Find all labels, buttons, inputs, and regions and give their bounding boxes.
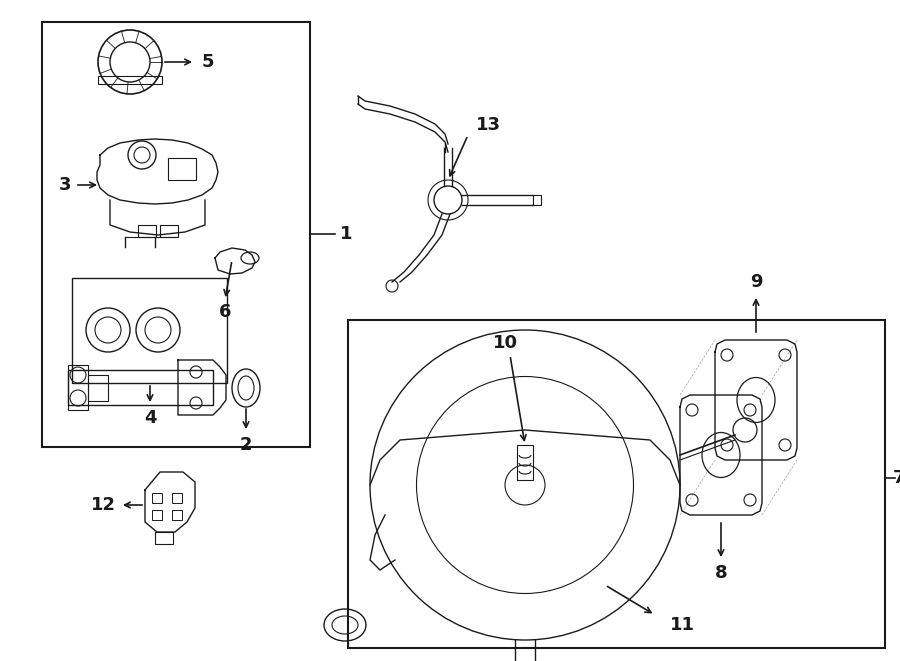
Text: 11: 11 — [670, 616, 695, 634]
Text: 8: 8 — [715, 564, 727, 582]
Bar — [72, 278, 227, 383]
Bar — [138, 225, 156, 237]
Bar — [172, 510, 182, 520]
Bar — [98, 76, 162, 84]
Text: 10: 10 — [492, 334, 517, 352]
Bar — [152, 493, 162, 503]
Text: 3: 3 — [58, 176, 71, 194]
Text: 2: 2 — [239, 436, 252, 454]
Bar — [172, 493, 182, 503]
Bar — [68, 370, 213, 405]
Text: 4: 4 — [144, 409, 157, 427]
Text: 6: 6 — [219, 303, 231, 321]
Bar — [68, 365, 88, 410]
Text: 9: 9 — [750, 273, 762, 291]
Bar — [155, 532, 173, 544]
Text: 13: 13 — [476, 116, 501, 134]
Bar — [168, 158, 196, 180]
Bar — [42, 22, 310, 447]
Bar — [348, 320, 885, 648]
Bar — [160, 225, 178, 237]
Bar — [533, 195, 541, 205]
Text: 1: 1 — [340, 225, 353, 243]
Bar — [88, 375, 108, 401]
Bar — [517, 445, 533, 480]
Text: 12: 12 — [91, 496, 115, 514]
Text: 7: 7 — [893, 469, 900, 487]
Bar — [152, 510, 162, 520]
Text: 5: 5 — [202, 53, 214, 71]
